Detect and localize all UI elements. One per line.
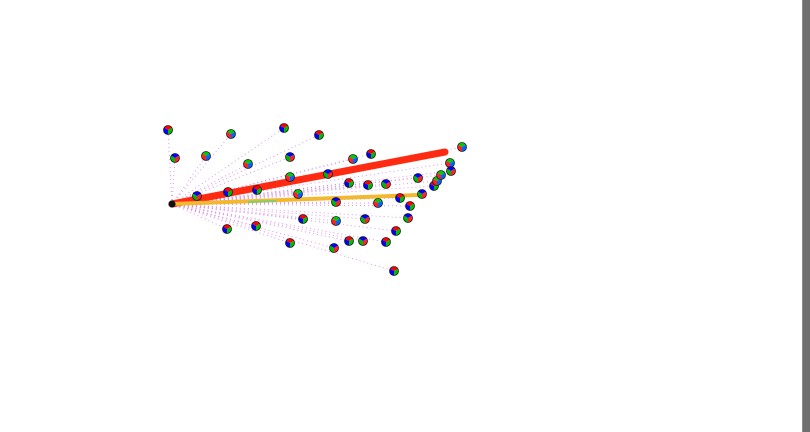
data-marker[interactable] [252, 185, 262, 195]
data-marker[interactable] [405, 201, 415, 211]
data-marker[interactable] [381, 237, 391, 247]
guide-line [171, 180, 438, 205]
data-marker[interactable] [363, 180, 373, 190]
data-marker[interactable] [331, 197, 341, 207]
guide-line [171, 203, 257, 227]
guide-line [171, 203, 291, 244]
data-marker[interactable] [163, 125, 173, 135]
red-vector [168, 148, 449, 208]
data-marker[interactable] [298, 214, 308, 224]
yellow-vector [170, 193, 421, 206]
data-marker[interactable] [413, 173, 423, 183]
data-marker[interactable] [279, 123, 289, 133]
guide-line [167, 129, 173, 205]
guide-line [171, 127, 285, 205]
data-marker[interactable] [170, 153, 180, 163]
guide-line [171, 203, 397, 232]
data-marker[interactable] [381, 179, 391, 189]
window-right-edge [802, 0, 810, 432]
guide-line [171, 157, 176, 205]
data-marker[interactable] [344, 178, 354, 188]
data-marker[interactable] [436, 170, 446, 180]
data-marker[interactable] [417, 189, 427, 199]
data-marker[interactable] [201, 151, 211, 161]
data-marker[interactable] [445, 158, 455, 168]
data-marker[interactable] [331, 216, 341, 226]
data-marker[interactable] [366, 149, 376, 159]
data-marker[interactable] [285, 238, 295, 248]
data-marker[interactable] [285, 152, 295, 162]
data-marker[interactable] [192, 191, 202, 201]
guide-line [171, 201, 337, 205]
data-marker[interactable] [360, 214, 370, 224]
data-marker[interactable] [314, 130, 324, 140]
data-marker[interactable] [344, 236, 354, 246]
data-marker[interactable] [222, 224, 232, 234]
data-marker[interactable] [329, 243, 339, 253]
data-marker[interactable] [373, 198, 383, 208]
guide-line [171, 203, 364, 242]
vectors [168, 148, 449, 208]
data-marker[interactable] [243, 159, 253, 169]
data-marker[interactable] [446, 166, 456, 176]
guide-line [171, 133, 232, 205]
data-marker[interactable] [389, 266, 399, 276]
data-marker[interactable] [223, 187, 233, 197]
guide-line [171, 203, 366, 220]
data-marker[interactable] [293, 189, 303, 199]
data-marker[interactable] [403, 213, 413, 223]
guide-line [171, 162, 451, 205]
data-marker[interactable] [323, 169, 333, 179]
guide-line [171, 203, 304, 220]
markers [163, 123, 467, 276]
data-marker[interactable] [457, 142, 467, 152]
data-marker[interactable] [348, 154, 358, 164]
origin-point [168, 200, 176, 208]
green-segment [247, 200, 277, 203]
guide-line [171, 203, 387, 243]
data-marker[interactable] [395, 193, 405, 203]
guide-line [171, 170, 452, 205]
data-marker[interactable] [285, 172, 295, 182]
data-marker[interactable] [391, 226, 401, 236]
data-marker[interactable] [251, 221, 261, 231]
data-marker[interactable] [226, 129, 236, 139]
data-marker[interactable] [358, 236, 368, 246]
